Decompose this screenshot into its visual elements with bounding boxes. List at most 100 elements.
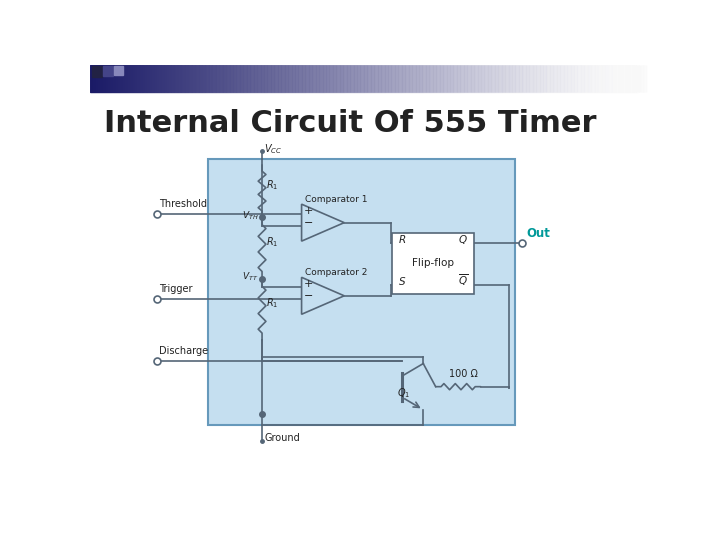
Bar xyxy=(428,65,429,92)
Bar xyxy=(616,65,617,92)
Bar xyxy=(318,65,319,92)
Bar xyxy=(536,65,537,92)
Bar xyxy=(561,65,562,92)
Bar xyxy=(614,65,615,92)
Bar xyxy=(312,65,313,92)
Bar xyxy=(524,65,525,92)
Bar xyxy=(615,65,616,92)
Bar xyxy=(271,65,272,92)
Bar xyxy=(597,65,598,92)
Bar xyxy=(462,65,463,92)
Bar xyxy=(558,65,559,92)
Bar xyxy=(203,65,204,92)
Bar xyxy=(273,65,274,92)
Bar xyxy=(626,65,627,92)
Bar xyxy=(199,65,200,92)
Bar xyxy=(424,65,425,92)
Bar xyxy=(130,65,131,92)
Bar xyxy=(167,65,168,92)
Bar xyxy=(361,65,362,92)
Bar xyxy=(122,65,123,92)
Bar xyxy=(604,65,605,92)
Bar xyxy=(520,65,521,92)
Bar xyxy=(452,65,453,92)
Bar xyxy=(294,65,295,92)
Bar xyxy=(465,65,466,92)
Bar xyxy=(622,65,624,92)
Bar xyxy=(471,65,472,92)
Bar xyxy=(166,65,167,92)
Bar xyxy=(575,65,576,92)
Bar xyxy=(625,65,626,92)
Bar xyxy=(603,65,604,92)
Bar xyxy=(110,65,111,92)
Bar xyxy=(570,65,571,92)
Bar xyxy=(290,65,291,92)
Bar xyxy=(295,65,296,92)
Bar xyxy=(543,65,544,92)
Bar xyxy=(126,65,127,92)
Bar xyxy=(595,65,596,92)
Bar xyxy=(331,65,332,92)
Bar xyxy=(387,65,388,92)
Bar xyxy=(179,65,180,92)
Bar xyxy=(152,65,153,92)
Bar xyxy=(435,65,436,92)
Bar xyxy=(322,65,323,92)
Bar xyxy=(132,65,133,92)
Bar xyxy=(116,65,117,92)
Bar xyxy=(100,65,101,92)
Bar xyxy=(356,65,357,92)
Bar xyxy=(355,65,356,92)
Bar xyxy=(292,65,293,92)
Bar xyxy=(647,65,648,92)
Bar xyxy=(263,65,264,92)
Bar xyxy=(638,65,639,92)
Bar xyxy=(458,65,459,92)
Bar xyxy=(475,65,476,92)
Bar xyxy=(335,65,336,92)
Bar xyxy=(320,65,321,92)
Bar xyxy=(276,65,277,92)
Bar xyxy=(157,65,158,92)
Bar xyxy=(232,65,233,92)
Bar xyxy=(393,65,394,92)
Bar xyxy=(168,65,169,92)
Bar xyxy=(422,65,423,92)
Bar xyxy=(249,65,250,92)
Bar xyxy=(419,65,420,92)
Bar xyxy=(285,65,286,92)
Bar xyxy=(400,65,401,92)
Bar xyxy=(343,65,344,92)
Bar xyxy=(175,65,176,92)
Bar xyxy=(346,65,347,92)
Bar xyxy=(96,65,97,92)
Bar xyxy=(572,65,573,92)
Bar xyxy=(535,65,536,92)
Bar xyxy=(164,65,165,92)
Bar xyxy=(628,65,629,92)
Bar xyxy=(528,65,529,92)
Bar xyxy=(111,65,112,92)
Bar xyxy=(253,65,254,92)
Bar xyxy=(265,65,266,92)
Bar xyxy=(598,65,599,92)
Bar xyxy=(459,65,461,92)
Bar xyxy=(373,65,374,92)
Bar xyxy=(456,65,457,92)
Bar xyxy=(412,65,413,92)
Bar xyxy=(305,65,306,92)
Bar xyxy=(272,65,273,92)
Bar xyxy=(577,65,578,92)
Bar xyxy=(444,65,445,92)
Bar xyxy=(610,65,611,92)
Bar xyxy=(466,65,467,92)
Bar xyxy=(207,65,208,92)
Bar xyxy=(447,65,448,92)
Bar xyxy=(417,65,418,92)
Bar xyxy=(118,65,119,92)
Bar xyxy=(469,65,471,92)
Bar xyxy=(120,65,121,92)
Bar xyxy=(381,65,382,92)
Bar xyxy=(532,65,533,92)
